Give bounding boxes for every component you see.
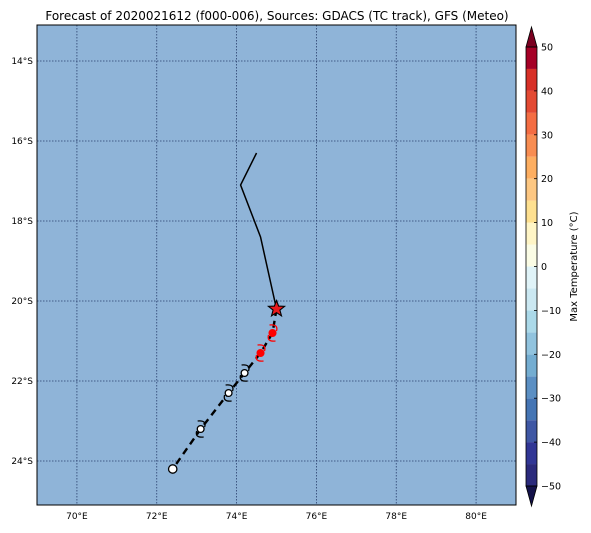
storm-symbol-arm (197, 420, 206, 428)
colorbar-band (526, 376, 537, 399)
forecast-point-marker (167, 464, 178, 474)
storm-symbol-arm (195, 430, 204, 438)
longitude-label: 76°E (306, 512, 328, 522)
storm-symbol-center (224, 388, 233, 398)
colorbar-band (526, 200, 537, 223)
figure-title: Forecast of 2020021612 (f000-006), Sourc… (45, 9, 508, 23)
colorbar-band (526, 442, 537, 465)
colorbar-tick-label: 0 (541, 262, 547, 273)
colorbar-tick-label: −40 (541, 438, 561, 449)
storm-symbol-center (268, 328, 277, 338)
forecast-point-marker (223, 384, 234, 402)
latitude-label: 20°S (11, 297, 33, 307)
colorbar-label: Max Temperature (°C) (569, 211, 580, 321)
colorbar-band (526, 354, 537, 377)
ocean-background (37, 25, 516, 505)
colorbar-band (526, 398, 537, 421)
storm-symbol-center (196, 424, 205, 434)
past-track (239, 152, 278, 310)
storm-symbol-arm (269, 324, 278, 332)
colorbar-band (526, 112, 537, 135)
colorbar-tick-label: 40 (541, 86, 553, 97)
longitude-label: 80°E (465, 512, 487, 522)
longitude-label: 74°E (226, 512, 248, 522)
storm-symbol-arm (225, 384, 234, 392)
storm-symbol-arm (223, 394, 232, 402)
latitude-label: 14°S (11, 57, 33, 67)
colorbar-tick-label: −50 (541, 482, 561, 493)
colorbar-band (526, 68, 537, 91)
colorbar-band (526, 47, 537, 69)
colorbar-band (526, 222, 537, 245)
graticule (37, 25, 516, 505)
map-frame (36, 24, 517, 506)
colorbar-extend-low (525, 485, 538, 508)
longitude-label: 70°E (66, 512, 88, 522)
colorbar-tick-label: −30 (541, 394, 561, 405)
colorbar-tick-label: 20 (541, 174, 553, 185)
storm-symbol-arm (255, 354, 264, 362)
latitude-label: 18°S (11, 217, 33, 227)
colorbar-band (526, 288, 537, 311)
forecast-point-marker (267, 324, 278, 342)
colorbar-extend-high (525, 25, 538, 48)
colorbar-tick-label: −10 (541, 306, 561, 317)
longitude-labels: 70°E 72°E 74°E 76°E 78°E 80°E (66, 512, 487, 522)
storm-symbol-center (240, 368, 249, 378)
colorbar-band (526, 266, 537, 289)
storm-symbol-arm (267, 334, 276, 342)
forecast-point-marker (239, 364, 250, 382)
colorbar-band (526, 178, 537, 201)
colorbar: 50 40 30 20 10 0 −10 −20 −30 −40 −50 Max Temperatu… (525, 25, 580, 508)
colorbar-band (526, 134, 537, 157)
colorbar-ticks: 50 40 30 20 10 0 −10 −20 −30 −40 −50 (534, 43, 561, 493)
latitude-label: 22°S (11, 377, 33, 387)
latitude-label: 16°S (11, 137, 33, 147)
colorbar-band (526, 420, 537, 443)
colorbar-band (526, 156, 537, 179)
past-track-line (239, 152, 278, 310)
colorbar-band (526, 310, 537, 333)
colorbar-band (526, 332, 537, 355)
current-position-star (266, 298, 287, 318)
colorbar-tick-label: 50 (541, 43, 553, 54)
colorbar-band (526, 464, 537, 486)
storm-symbol-arm (257, 344, 266, 352)
colorbar-band (526, 244, 537, 267)
latitude-label: 24°S (11, 457, 33, 467)
colorbar-tick-label: −20 (541, 350, 561, 361)
forecast-point-marker (195, 420, 206, 438)
storm-symbol-center (256, 348, 265, 358)
forecast-point-circle (167, 464, 178, 474)
forecast-point-marker (255, 344, 266, 362)
longitude-label: 78°E (385, 512, 407, 522)
storm-symbol-arm (239, 374, 248, 382)
colorbar-tick-label: 10 (541, 218, 553, 229)
longitude-label: 72°E (146, 512, 168, 522)
track-markers (167, 298, 287, 474)
latitude-labels: 14°S 16°S 18°S 20°S 22°S 24°S (11, 57, 33, 467)
colorbar-tick-label: 30 (541, 130, 553, 141)
colorbar-band (526, 90, 537, 113)
storm-symbol-arm (241, 364, 250, 372)
map-panel: 70°E 72°E 74°E 76°E 78°E 80°E 14°S 16°S 18°S 20°… (11, 24, 517, 522)
colorbar-bands (525, 25, 538, 508)
